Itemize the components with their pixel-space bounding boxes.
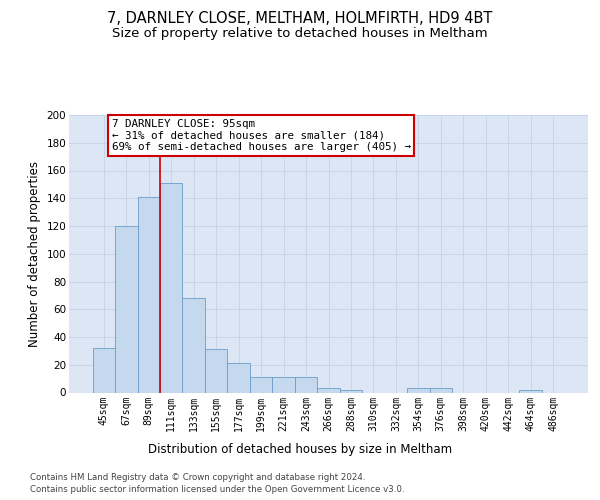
Y-axis label: Number of detached properties: Number of detached properties bbox=[28, 161, 41, 347]
Bar bbox=[115, 226, 137, 392]
Text: 7 DARNLEY CLOSE: 95sqm
← 31% of detached houses are smaller (184)
69% of semi-de: 7 DARNLEY CLOSE: 95sqm ← 31% of detached… bbox=[112, 119, 410, 152]
Bar bbox=[227, 364, 250, 392]
Text: Size of property relative to detached houses in Meltham: Size of property relative to detached ho… bbox=[112, 28, 488, 40]
Bar bbox=[137, 197, 160, 392]
Bar bbox=[430, 388, 452, 392]
Bar bbox=[340, 390, 362, 392]
Bar bbox=[272, 377, 295, 392]
Bar bbox=[205, 350, 227, 393]
Bar bbox=[317, 388, 340, 392]
Bar bbox=[295, 377, 317, 392]
Bar bbox=[182, 298, 205, 392]
Bar bbox=[92, 348, 115, 393]
Bar bbox=[160, 183, 182, 392]
Text: Distribution of detached houses by size in Meltham: Distribution of detached houses by size … bbox=[148, 442, 452, 456]
Text: Contains HM Land Registry data © Crown copyright and database right 2024.: Contains HM Land Registry data © Crown c… bbox=[30, 472, 365, 482]
Bar bbox=[407, 388, 430, 392]
Bar bbox=[250, 377, 272, 392]
Bar bbox=[520, 390, 542, 392]
Text: Contains public sector information licensed under the Open Government Licence v3: Contains public sector information licen… bbox=[30, 485, 404, 494]
Text: 7, DARNLEY CLOSE, MELTHAM, HOLMFIRTH, HD9 4BT: 7, DARNLEY CLOSE, MELTHAM, HOLMFIRTH, HD… bbox=[107, 11, 493, 26]
